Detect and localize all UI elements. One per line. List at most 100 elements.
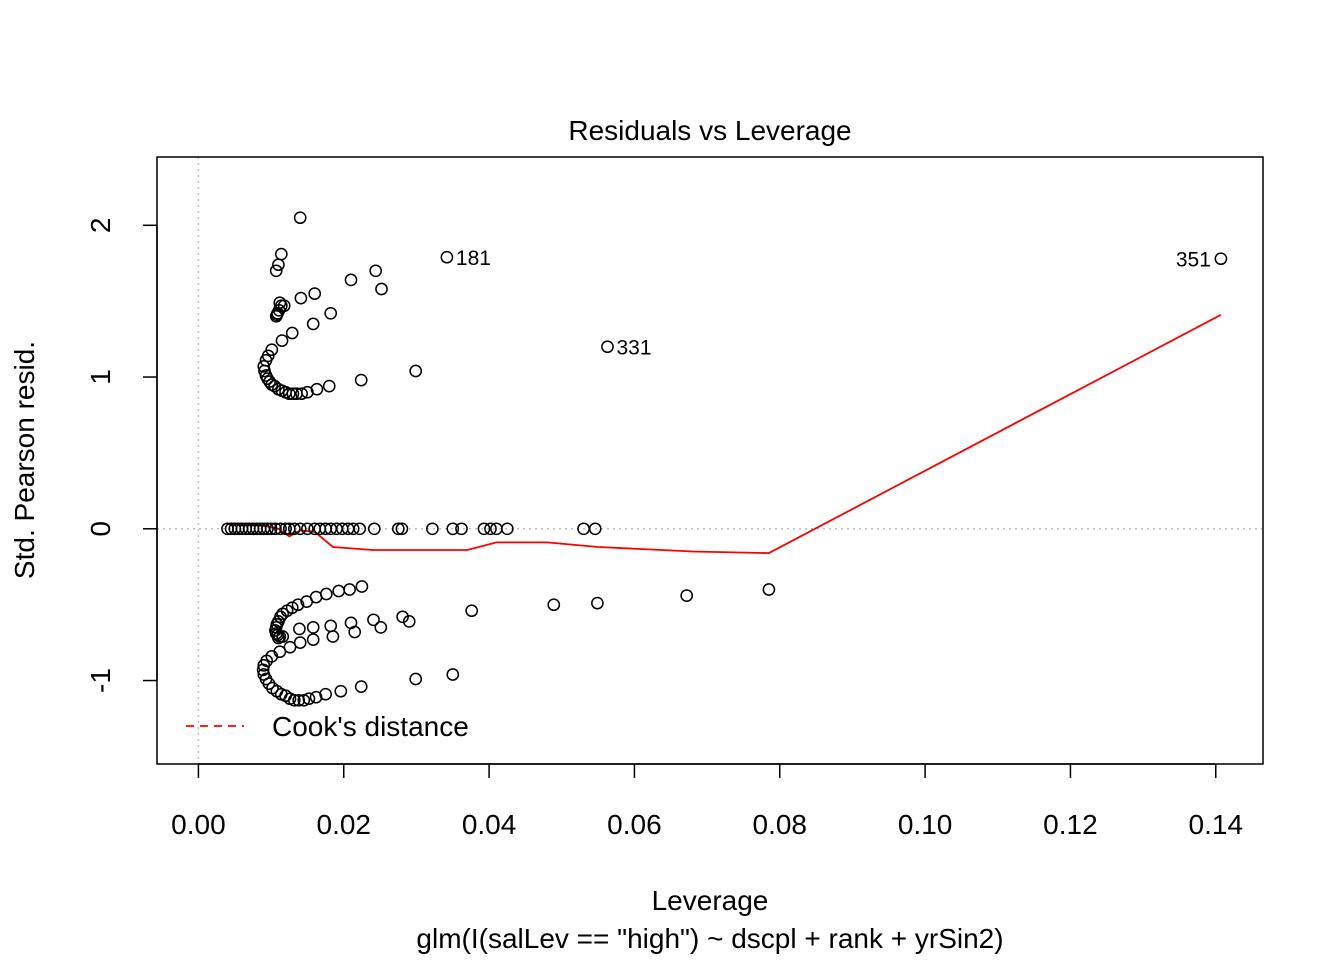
data-point — [269, 522, 282, 536]
data-point — [500, 522, 514, 536]
data-point — [264, 522, 278, 536]
data-point — [293, 211, 307, 225]
data-point — [367, 522, 381, 536]
data-point — [308, 287, 322, 300]
data-point — [402, 615, 416, 628]
point-labels: 181 331 351 — [456, 247, 1211, 360]
point-label: 181 — [456, 247, 491, 270]
legend-cooks-label: Cook's distance — [272, 711, 469, 742]
data-point — [547, 598, 561, 612]
data-point — [455, 522, 468, 536]
data-point — [272, 258, 285, 272]
y-tick-label: 2 — [85, 218, 116, 234]
data-point — [293, 522, 307, 536]
data-point — [484, 522, 497, 536]
smooth-line — [227, 314, 1222, 555]
data-point — [274, 247, 288, 261]
data-point — [257, 360, 271, 373]
data-point — [354, 680, 368, 693]
data-point — [426, 522, 439, 536]
point-label: 331 — [617, 337, 652, 360]
x-tick-label: 0.14 — [1189, 809, 1244, 840]
data-points — [221, 211, 1228, 707]
data-point — [344, 273, 358, 287]
data-point — [591, 596, 604, 610]
x-tick-label: 0.10 — [898, 809, 953, 840]
y-tick-label: 0 — [85, 521, 116, 537]
data-point — [446, 668, 460, 681]
data-point — [293, 636, 307, 649]
data-point — [256, 663, 270, 677]
data-point — [348, 625, 362, 639]
y-axis-label: Std. Pearson resid. — [9, 341, 40, 579]
x-tick-label: 0.00 — [171, 809, 226, 840]
data-point — [465, 604, 479, 618]
x-axis-label: Leverage — [652, 885, 769, 916]
x-tick-label: 0.08 — [753, 809, 808, 840]
data-point — [343, 583, 356, 596]
point-label: 351 — [1176, 249, 1211, 272]
data-point — [301, 522, 314, 536]
data-point — [294, 291, 308, 305]
data-point — [446, 522, 460, 536]
data-point — [409, 672, 423, 686]
data-point — [310, 382, 324, 396]
y-tick-label: 1 — [85, 369, 116, 385]
data-point — [334, 684, 348, 698]
data-point — [762, 583, 776, 596]
data-point — [588, 522, 602, 536]
x-tick-label: 0.06 — [607, 809, 662, 840]
data-point — [322, 379, 336, 393]
data-point — [306, 317, 320, 331]
x-tick-label: 0.12 — [1043, 809, 1098, 840]
y-axis: -1 0 1 2 — [85, 218, 158, 693]
data-point — [285, 326, 299, 340]
data-point — [282, 387, 296, 401]
data-point — [302, 692, 316, 706]
data-point — [375, 282, 388, 296]
legend: Cook's distance — [186, 711, 469, 742]
data-point — [332, 584, 346, 598]
data-point — [286, 387, 300, 401]
x-axis: 0.00 0.02 0.04 0.06 0.08 0.10 0.12 0.14 — [171, 763, 1244, 840]
data-point — [297, 693, 311, 707]
data-point — [396, 610, 409, 624]
cooks-distance-smooth-group — [227, 314, 1222, 555]
data-point — [265, 343, 279, 357]
data-point — [369, 264, 383, 278]
data-point — [257, 659, 271, 672]
data-point — [291, 598, 305, 612]
data-point — [261, 522, 274, 536]
data-point — [295, 387, 308, 401]
data-point — [287, 693, 301, 707]
data-point — [270, 308, 284, 322]
data-point — [293, 622, 306, 636]
data-point — [306, 633, 320, 646]
data-point — [279, 522, 292, 536]
x-tick-label: 0.02 — [317, 809, 372, 840]
data-point — [326, 630, 340, 643]
data-point — [300, 595, 314, 608]
data-point — [283, 640, 297, 654]
data-point — [395, 522, 409, 536]
data-point — [353, 522, 367, 536]
data-point — [324, 306, 338, 320]
data-point — [354, 373, 368, 387]
data-point — [274, 522, 287, 536]
data-point — [367, 613, 380, 627]
model-formula-subtitle: glm(I(salLev == "high") ~ dscpl + rank +… — [416, 923, 1003, 954]
data-point — [601, 340, 614, 354]
data-point — [374, 621, 388, 634]
reference-lines — [157, 157, 1263, 764]
data-point — [319, 687, 332, 701]
data-point — [269, 264, 283, 278]
data-point — [680, 589, 694, 602]
data-point — [346, 522, 360, 536]
data-point — [440, 250, 454, 264]
data-point — [276, 607, 290, 621]
chart-title: Residuals vs Leverage — [568, 115, 851, 146]
data-point — [477, 522, 491, 536]
plot-frame — [156, 156, 1264, 765]
data-point — [1214, 252, 1228, 266]
